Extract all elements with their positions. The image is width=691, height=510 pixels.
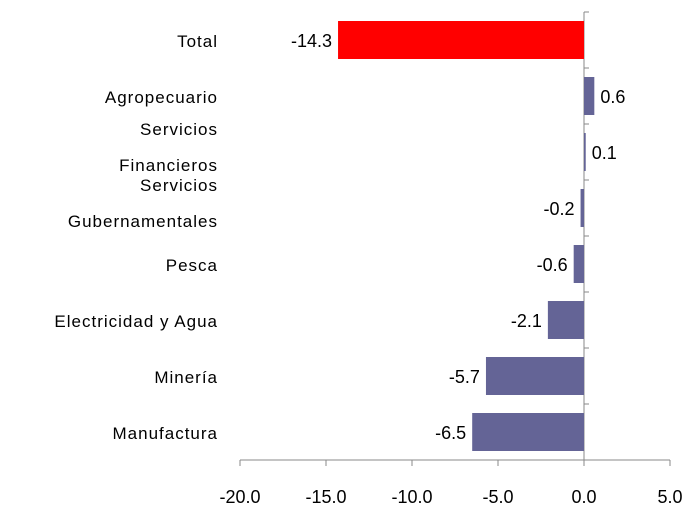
category-label: Manufactura bbox=[112, 424, 218, 443]
bar bbox=[573, 245, 584, 283]
bar bbox=[485, 357, 584, 395]
value-label: 0.1 bbox=[592, 143, 617, 163]
bar bbox=[472, 413, 584, 451]
x-tick-label: 0.0 bbox=[571, 487, 596, 507]
bar bbox=[580, 189, 584, 227]
value-label: -0.2 bbox=[544, 199, 575, 219]
category-label: Pesca bbox=[165, 256, 218, 275]
x-tick-label: -10.0 bbox=[391, 487, 432, 507]
bar bbox=[338, 21, 584, 59]
bar bbox=[584, 133, 586, 171]
category-label: Servicios Financieros bbox=[119, 120, 218, 175]
category-label: Servicios Gubernamentales bbox=[67, 176, 218, 231]
category-label: Minería bbox=[154, 368, 218, 387]
value-label: 0.6 bbox=[600, 87, 625, 107]
category-label: Total bbox=[177, 32, 218, 51]
x-tick-label: -15.0 bbox=[305, 487, 346, 507]
x-tick-label: -5.0 bbox=[482, 487, 513, 507]
category-label: Electricidad y Agua bbox=[54, 312, 218, 331]
x-tick-label: -20.0 bbox=[219, 487, 260, 507]
value-label: -5.7 bbox=[449, 367, 480, 387]
value-label: -14.3 bbox=[291, 31, 332, 51]
bar bbox=[547, 301, 584, 339]
value-label: -6.5 bbox=[435, 423, 466, 443]
bar bbox=[584, 77, 595, 115]
category-label: Agropecuario bbox=[104, 88, 218, 107]
value-label: -0.6 bbox=[537, 255, 568, 275]
x-tick-label: 5.0 bbox=[657, 487, 682, 507]
value-label: -2.1 bbox=[511, 311, 542, 331]
